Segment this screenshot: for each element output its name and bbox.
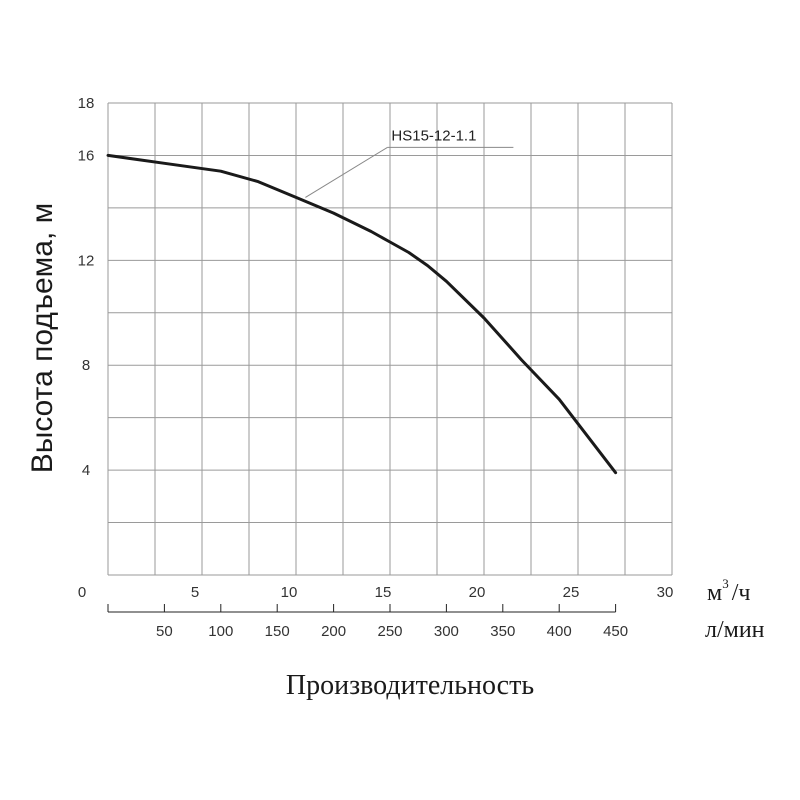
y-tick-label: 12 <box>78 252 95 269</box>
y-tick-label: 18 <box>78 95 95 112</box>
x-axis-secondary: 50 100 150 200 250 300 350 400 450 <box>107 604 628 640</box>
x-tick-label-primary: 15 <box>375 584 392 601</box>
x-tick-label-secondary: 50 <box>156 623 173 640</box>
x-tick-label-secondary: 250 <box>377 623 402 640</box>
x-tick-label-secondary: 400 <box>547 623 572 640</box>
x-unit-secondary: л/мин <box>705 617 765 643</box>
chart-series <box>106 153 618 475</box>
chart-grid <box>107 102 673 576</box>
x-tick-label-primary: 20 <box>469 584 486 601</box>
y-tick-label: 8 <box>82 357 90 374</box>
x-tick-label-primary: 10 <box>281 584 298 601</box>
x-tick-label-secondary: 150 <box>265 623 290 640</box>
x-unit-primary-sup: 3 <box>722 576 729 591</box>
x-tick-label-primary: 25 <box>563 584 580 601</box>
x-axis-title: Производительность <box>286 670 534 701</box>
x-tick-label-primary: 30 <box>657 584 674 601</box>
annotation-leader-line <box>305 146 388 198</box>
x-unit-primary-base: м <box>707 580 722 606</box>
x-unit-primary-tail: /ч <box>732 580 751 606</box>
series-line <box>106 153 618 475</box>
y-axis-title: Высота подъема, м <box>26 203 59 474</box>
x-tick-label-secondary: 350 <box>490 623 515 640</box>
y-tick-label: 16 <box>78 147 95 164</box>
x-tick-label-secondary: 200 <box>321 623 346 640</box>
y-tick-label: 4 <box>82 462 90 479</box>
y-origin-label: 0 <box>78 584 86 601</box>
x-unit-primary: м3/ч <box>707 576 750 606</box>
x-tick-label-secondary: 300 <box>434 623 459 640</box>
x-axis-ticks-primary: 5 10 15 20 25 30 <box>191 584 674 601</box>
x-tick-label-primary: 5 <box>191 584 199 601</box>
x-tick-label-secondary: 100 <box>208 623 233 640</box>
y-axis-ticks: 4 8 12 16 18 <box>78 95 95 479</box>
series-annotation: HS15-12-1.1 <box>305 127 514 198</box>
x-tick-label-secondary: 450 <box>603 623 628 640</box>
annotation-label: HS15-12-1.1 <box>391 127 476 144</box>
